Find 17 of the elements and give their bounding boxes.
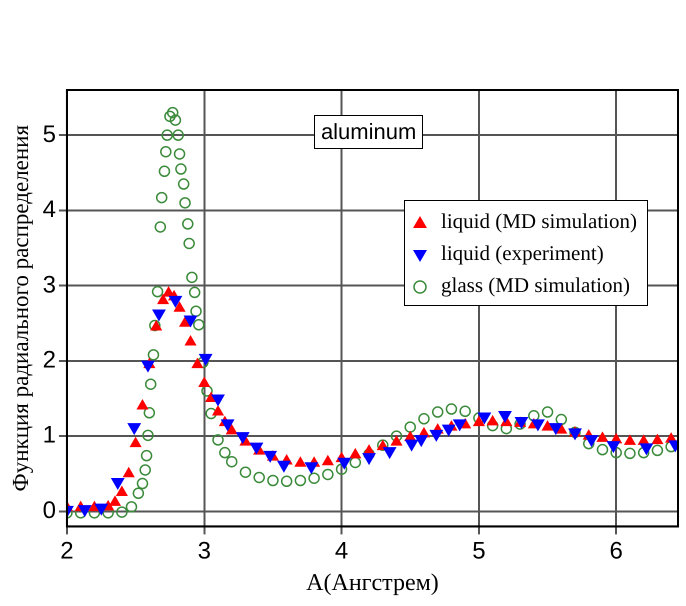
y-tick-label: 3: [42, 271, 56, 298]
x-tick-label: 4: [334, 537, 348, 564]
x-axis-title: A(Ангстрем): [306, 570, 439, 596]
x-tick-label: 2: [60, 537, 74, 564]
y-tick-label: 5: [42, 120, 56, 148]
legend-label: liquid (experiment): [441, 241, 604, 265]
y-tick-label: 2: [42, 346, 56, 374]
x-tick-label: 5: [472, 537, 486, 564]
x-tick-label: 6: [610, 537, 623, 564]
y-tick-label: 1: [42, 422, 56, 449]
annotation: aluminum: [314, 115, 424, 149]
legend-label: glass (MD simulation): [441, 273, 630, 297]
y-tick-label: 4: [42, 196, 56, 224]
x-tick-label: 3: [198, 537, 211, 564]
legend-label: liquid (MD simulation): [441, 209, 637, 233]
y-tick-label: 0: [42, 496, 56, 524]
y-axis-title: Функция радиального распределения: [8, 124, 33, 492]
